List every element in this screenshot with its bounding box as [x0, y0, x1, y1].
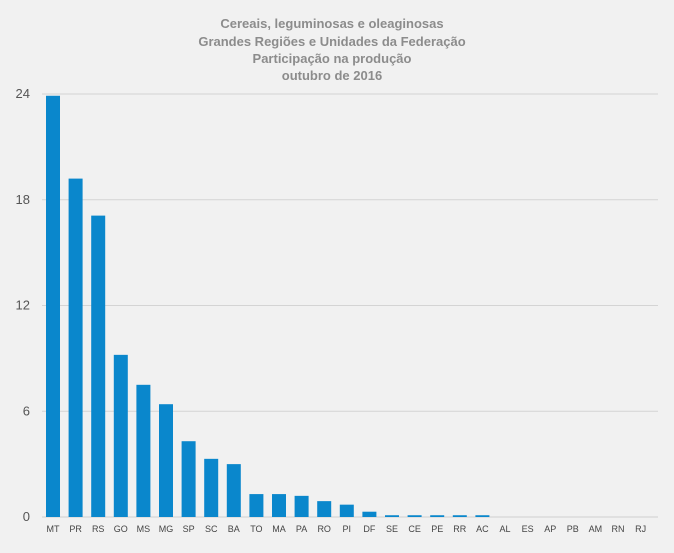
- bar-se: [385, 515, 399, 517]
- bar-ma: [272, 494, 286, 517]
- bar-pe: [430, 515, 445, 517]
- bar-ro: [317, 501, 332, 517]
- x-tick-label-ap: AP: [544, 524, 556, 534]
- x-tick-label-mg: MG: [159, 524, 174, 534]
- bar-go: [113, 354, 128, 517]
- x-tick-label-df: DF: [363, 524, 375, 534]
- bar-pi: [339, 504, 354, 517]
- bar-sp: [181, 441, 196, 517]
- x-tick-label-ba: BA: [228, 524, 240, 534]
- gridlines: [42, 93, 658, 518]
- chart-title-line-3: Participação na produção: [253, 51, 412, 66]
- x-tick-label-pb: PB: [567, 524, 579, 534]
- bar-ba: [226, 464, 241, 517]
- x-tick-label-es: ES: [522, 524, 534, 534]
- x-tick-label-mt: MT: [47, 524, 60, 534]
- x-tick-label-am: AM: [589, 524, 603, 534]
- bar-ce: [407, 515, 422, 517]
- bar-mg: [159, 404, 173, 517]
- x-tick-label-ms: MS: [137, 524, 151, 534]
- y-tick-label-12: 12: [16, 298, 30, 313]
- x-tick-label-go: GO: [114, 524, 128, 534]
- bar-pr: [68, 178, 83, 517]
- x-tick-label-rj: RJ: [635, 524, 646, 534]
- bar-ac: [475, 515, 490, 517]
- x-tick-label-pi: PI: [343, 524, 352, 534]
- bar-to: [249, 494, 264, 517]
- chart-title-line-1: Cereais, leguminosas e oleaginosas: [220, 16, 443, 31]
- x-tick-label-pr: PR: [69, 524, 82, 534]
- y-tick-label-6: 6: [23, 403, 30, 418]
- x-tick-label-ma: MA: [272, 524, 286, 534]
- x-tick-label-se: SE: [386, 524, 398, 534]
- x-tick-label-rs: RS: [92, 524, 105, 534]
- chart-title-line-4: outubro de 2016: [282, 68, 382, 83]
- x-tick-label-to: TO: [250, 524, 262, 534]
- x-tick-label-pe: PE: [431, 524, 443, 534]
- bar-sc: [204, 458, 219, 517]
- x-tick-label-ro: RO: [317, 524, 331, 534]
- bar-mt: [46, 95, 60, 517]
- bar-pa: [294, 495, 309, 517]
- bar-rs: [91, 215, 106, 518]
- x-axis-ticks: MT PR RS GO MS MG SP SC BA TO MA PA RO PI DF SE CE PE RR AC…: [47, 524, 647, 534]
- y-tick-label-18: 18: [16, 192, 30, 207]
- y-tick-label-0: 0: [23, 509, 30, 524]
- x-tick-label-sp: SP: [183, 524, 195, 534]
- chart-title-line-2: Grandes Regiões e Unidades da Federação: [198, 34, 465, 49]
- chart-title: Cereais, leguminosas e oleaginosas Grand…: [198, 16, 465, 83]
- bar-df: [362, 511, 377, 517]
- bars: [46, 95, 490, 518]
- x-tick-label-sc: SC: [205, 524, 218, 534]
- x-tick-label-ac: AC: [476, 524, 489, 534]
- y-tick-label-24: 24: [16, 86, 30, 101]
- x-tick-label-rn: RN: [612, 524, 625, 534]
- bar-rr: [452, 515, 467, 517]
- bar-ms: [136, 384, 151, 517]
- x-tick-label-ce: CE: [408, 524, 421, 534]
- x-tick-label-pa: PA: [296, 524, 307, 534]
- x-tick-label-rr: RR: [453, 524, 466, 534]
- y-axis-ticks: 0 6 12 18 24: [16, 86, 30, 524]
- x-tick-label-al: AL: [499, 524, 510, 534]
